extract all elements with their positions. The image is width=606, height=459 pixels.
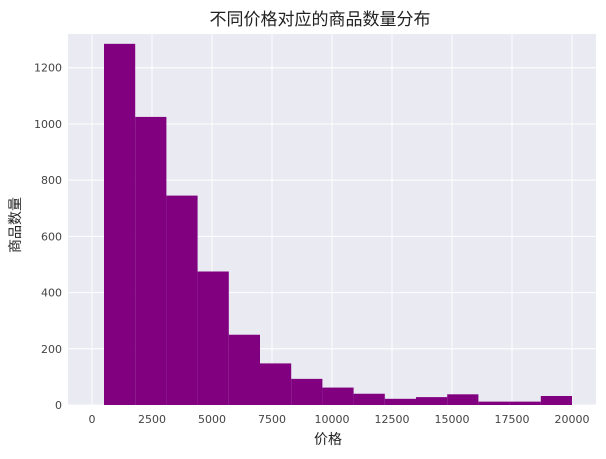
histogram-bar	[322, 387, 354, 405]
y-axis-ticks: 0 200 400 600 800 1000 1200	[34, 62, 62, 412]
x-tick-label: 5000	[198, 413, 226, 426]
x-tick-label: 7500	[258, 413, 286, 426]
histogram-bar	[384, 398, 416, 405]
x-axis-ticks: 0 2500 5000 7500 10000 12500 15000 17500 20000	[89, 413, 590, 426]
histogram-bar	[228, 334, 260, 405]
x-tick-label: 20000	[555, 413, 590, 426]
chart-title: 不同价格对应的商品数量分布	[210, 10, 431, 30]
y-tick-label: 200	[41, 343, 62, 356]
histogram-bar	[197, 271, 229, 405]
y-tick-label: 0	[55, 399, 62, 412]
histogram-bar	[135, 116, 167, 406]
histogram-bar	[166, 195, 198, 405]
histogram-bar	[540, 396, 572, 405]
x-tick-label: 10000	[315, 413, 350, 426]
y-tick-label: 800	[41, 174, 62, 187]
histogram-bar	[104, 43, 136, 405]
y-tick-label: 400	[41, 287, 62, 300]
histogram-bar	[291, 378, 323, 405]
bars	[104, 43, 572, 406]
x-tick-label: 2500	[138, 413, 166, 426]
y-tick-label: 1200	[34, 62, 62, 75]
y-axis-label: 商品数量	[8, 197, 24, 253]
y-tick-label: 600	[41, 230, 62, 243]
x-tick-label: 15000	[435, 413, 470, 426]
x-tick-label: 0	[89, 413, 96, 426]
histogram-bar	[509, 401, 541, 405]
histogram-bar	[260, 363, 292, 405]
x-tick-label: 17500	[495, 413, 530, 426]
x-axis-label: 价格	[314, 432, 342, 448]
histogram-bar	[416, 397, 448, 405]
x-tick-label: 12500	[375, 413, 410, 426]
y-tick-label: 1000	[34, 118, 62, 131]
histogram-bar	[478, 401, 510, 405]
histogram-bar	[447, 394, 479, 405]
histogram-bar	[353, 393, 385, 405]
